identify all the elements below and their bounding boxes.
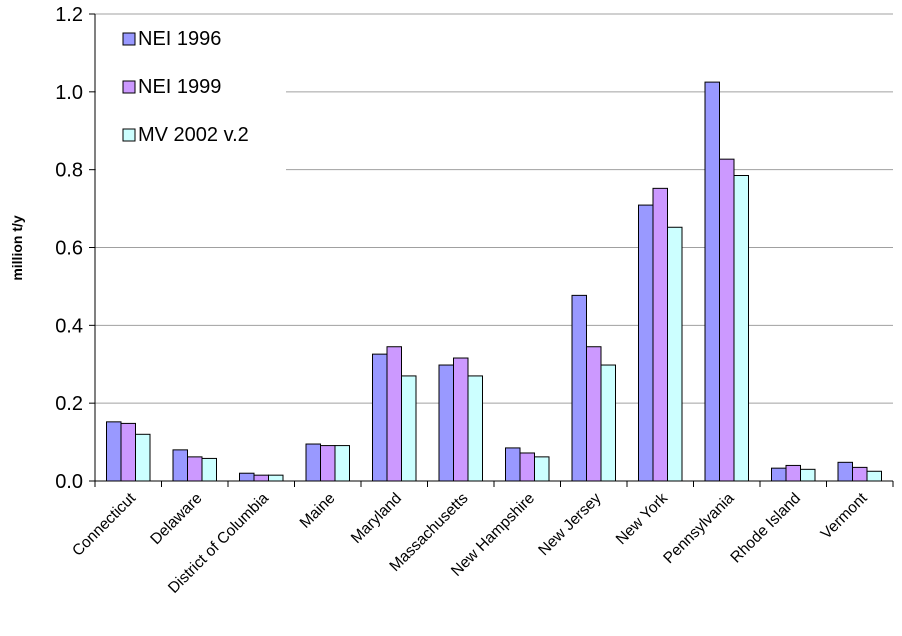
bar-mv-2002-v-2-new-york: [667, 226, 683, 482]
bar-nei-1999-new-york: [652, 187, 668, 482]
y-tick-label: 0.0: [55, 471, 83, 493]
bar-nei-1999-vermont: [852, 466, 868, 482]
bar-nei-1999-new-jersey: [586, 346, 602, 482]
x-category-label: Delaware: [147, 490, 205, 548]
x-category-label: Vermont: [818, 489, 871, 542]
legend-swatch: [122, 128, 136, 142]
legend-entry: NEI 1996: [138, 28, 221, 50]
bar-nei-1996-rhode-island: [771, 467, 787, 482]
bar-nei-1999-maryland: [386, 346, 402, 482]
bar-mv-2002-v-2-new-hampshire: [534, 456, 550, 482]
bar-nei-1996-connecticut: [106, 421, 122, 482]
bar-mv-2002-v-2-massachusetts: [467, 375, 483, 482]
x-category-label: Rhode Island: [727, 490, 804, 567]
bar-nei-1996-maine: [305, 443, 321, 482]
x-category-label: New Jersey: [535, 490, 604, 559]
axes: [89, 13, 894, 487]
bar-nei-1996-delaware: [172, 449, 188, 482]
bar-nei-1999-connecticut: [120, 422, 136, 482]
bar-nei-1996-district-of-columbia: [239, 472, 255, 482]
bar-nei-1999-district-of-columbia: [253, 474, 269, 482]
bar-mv-2002-v-2-maine: [334, 445, 350, 482]
legend-entry: NEI 1999: [138, 76, 221, 98]
bar-nei-1996-new-york: [638, 204, 654, 482]
bar-mv-2002-v-2-vermont: [866, 470, 882, 482]
bar-nei-1999-new-hampshire: [519, 452, 535, 482]
bar-nei-1996-vermont: [837, 461, 853, 482]
y-tick-labels: 0.0 0.2 0.4 0.6 0.8 1.0 1.2: [55, 4, 83, 493]
y-tick-label: 1.0: [55, 82, 83, 104]
y-tick-label: 0.2: [55, 393, 83, 415]
x-category-label: Maine: [297, 490, 339, 532]
x-category-label: New York: [613, 490, 671, 548]
legend-entry: MV 2002 v.2: [138, 124, 249, 146]
y-tick-label: 0.6: [55, 238, 83, 260]
bar-nei-1999-rhode-island: [785, 464, 801, 482]
bar-mv-2002-v-2-district-of-columbia: [268, 474, 284, 482]
legend-swatch: [122, 80, 136, 94]
bar-nei-1996-pennsylvania: [704, 81, 720, 482]
legend-swatch: [122, 32, 136, 46]
bar-nei-1999-maine: [320, 445, 336, 482]
y-tick-label: 1.2: [55, 4, 83, 26]
y-tick-label: 0.4: [55, 315, 83, 337]
legend: NEI 1996 NEI 1999 MV 2002 v.2: [96, 15, 286, 173]
x-category-label: Connecticut: [69, 489, 139, 559]
x-category-label: Pennsylvania: [660, 490, 737, 567]
bar-mv-2002-v-2-delaware: [201, 457, 217, 482]
bar-mv-2002-v-2-connecticut: [135, 433, 151, 482]
x-category-label: Maryland: [348, 490, 405, 547]
bars: [106, 81, 882, 482]
bar-mv-2002-v-2-rhode-island: [800, 468, 816, 482]
bar-nei-1996-massachusetts: [438, 364, 454, 482]
y-tick-label: 0.8: [55, 160, 83, 182]
y-axis-label: million t/y: [9, 215, 25, 281]
bar-nei-1996-new-jersey: [571, 294, 587, 482]
bar-mv-2002-v-2-maryland: [401, 375, 417, 482]
bar-nei-1999-delaware: [187, 456, 203, 482]
bar-nei-1996-maryland: [372, 353, 388, 482]
bar-mv-2002-v-2-pennsylvania: [733, 175, 749, 482]
bar-nei-1999-massachusetts: [453, 357, 469, 482]
bar-nei-1999-pennsylvania: [719, 158, 735, 482]
bar-nei-1996-new-hampshire: [505, 447, 521, 482]
bar-mv-2002-v-2-new-jersey: [600, 364, 616, 482]
